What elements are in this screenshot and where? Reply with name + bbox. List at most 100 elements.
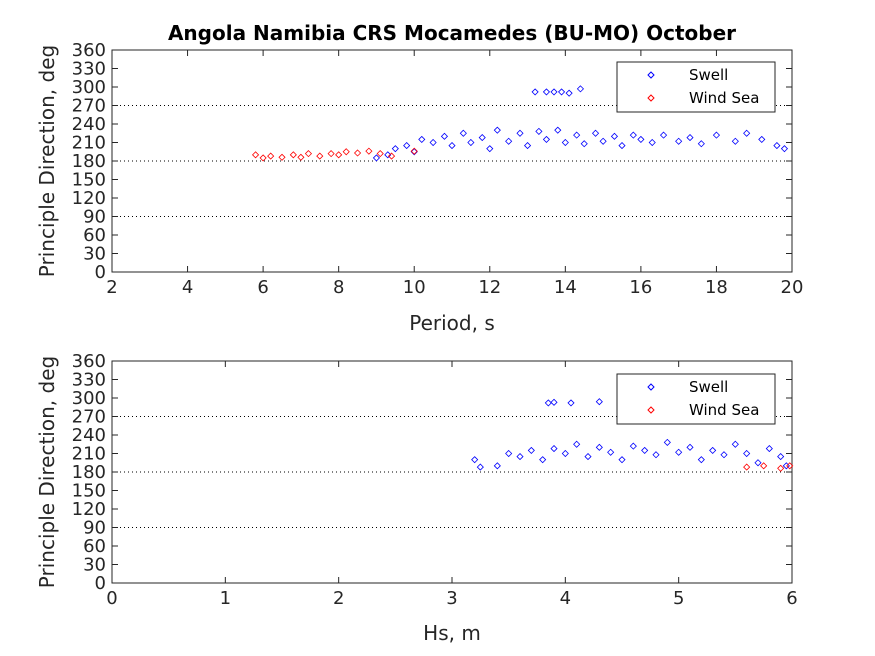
swell-point bbox=[610, 132, 619, 140]
wind-sea-point bbox=[760, 462, 768, 470]
hs-scatter-panel: 0 1 2 3 4 5 6 03060901201501802102402703003303… bbox=[35, 351, 798, 645]
x-tick-label: 2 bbox=[333, 588, 344, 609]
swell-point bbox=[629, 131, 637, 139]
y-tick-label: 0 bbox=[95, 262, 106, 283]
y-tick-label: 270 bbox=[72, 96, 106, 117]
swell-point bbox=[697, 456, 705, 464]
swell-point bbox=[780, 145, 789, 153]
swell-point bbox=[618, 142, 626, 150]
x-tick-label: 0 bbox=[106, 588, 117, 609]
legend: Swell Wind Sea bbox=[616, 61, 776, 113]
swell-point bbox=[567, 399, 575, 407]
swell-point bbox=[550, 88, 558, 96]
swell-point bbox=[648, 138, 656, 147]
legend: Swell Wind Sea bbox=[616, 373, 776, 425]
swell-point bbox=[659, 131, 668, 139]
swell-point bbox=[663, 438, 671, 446]
swell-point bbox=[595, 398, 603, 406]
x-tick-label: 8 bbox=[333, 277, 344, 298]
wind-sea-point bbox=[251, 151, 260, 159]
x-tick-label: 16 bbox=[629, 277, 652, 298]
wind-sea-point bbox=[289, 151, 297, 159]
swell-point bbox=[573, 131, 581, 139]
swell-point bbox=[493, 462, 501, 470]
x-axis-ticks: 2 4 6 8 10 12 14 16 18 20 bbox=[106, 50, 803, 298]
swell-point bbox=[758, 135, 766, 143]
swell-point bbox=[618, 456, 626, 464]
swell-point bbox=[584, 453, 592, 461]
swell-point bbox=[467, 138, 475, 147]
swell-point bbox=[448, 142, 456, 150]
swell-point bbox=[576, 85, 585, 93]
swell-point bbox=[573, 440, 581, 448]
swell-point bbox=[527, 446, 535, 454]
swell-point bbox=[743, 129, 751, 137]
y-tick-label: 120 bbox=[72, 188, 106, 209]
y-tick-label: 210 bbox=[72, 133, 106, 154]
swell-point bbox=[773, 142, 781, 150]
swell-point bbox=[391, 145, 399, 153]
swell-point bbox=[542, 88, 551, 96]
swell-point bbox=[531, 88, 539, 96]
swell-point bbox=[403, 142, 411, 150]
wind-sea-point bbox=[267, 152, 275, 160]
swell-point bbox=[535, 127, 543, 135]
wind-sea-point bbox=[376, 150, 384, 158]
swell-point bbox=[471, 456, 479, 464]
swell-point bbox=[599, 137, 607, 145]
wind-sea-point bbox=[327, 150, 335, 158]
swell-point bbox=[550, 398, 558, 406]
x-tick-label: 4 bbox=[560, 588, 571, 609]
swell-point bbox=[516, 129, 524, 137]
swell-point bbox=[523, 142, 532, 150]
y-tick-label: 60 bbox=[83, 536, 106, 557]
y-tick-label: 150 bbox=[72, 170, 106, 191]
swell-point bbox=[505, 137, 513, 145]
wind-sea-point bbox=[259, 154, 267, 162]
swell-point bbox=[675, 448, 683, 456]
wind-sea-point bbox=[365, 147, 373, 155]
y-axis-label: Principle Direction, deg bbox=[35, 356, 59, 588]
y-tick-label: 240 bbox=[72, 114, 106, 135]
y-tick-label: 360 bbox=[72, 40, 106, 61]
swell-point bbox=[554, 126, 562, 134]
x-tick-label: 1 bbox=[220, 588, 231, 609]
swell-point bbox=[384, 151, 392, 159]
swell-point bbox=[550, 445, 558, 453]
swell-point bbox=[782, 462, 790, 470]
y-tick-label: 300 bbox=[72, 77, 106, 98]
legend-wind-sea-marker bbox=[647, 406, 655, 414]
y-tick-label: 30 bbox=[83, 244, 106, 265]
legend-wind-sea-label: Wind Sea bbox=[689, 89, 759, 107]
swell-point bbox=[478, 134, 486, 142]
swell-point bbox=[486, 145, 494, 153]
period-scatter-panel: 2 4 6 8 10 12 14 16 18 20 03060901201501802102402… bbox=[35, 40, 803, 335]
wind-sea-point bbox=[335, 151, 343, 159]
legend-box bbox=[616, 61, 776, 113]
wind-sea-point bbox=[777, 464, 785, 472]
x-tick-label: 5 bbox=[673, 588, 684, 609]
legend-swell-label: Swell bbox=[689, 378, 728, 396]
swell-point bbox=[686, 443, 694, 451]
swell-point bbox=[754, 459, 762, 467]
swell-point bbox=[629, 442, 637, 450]
swell-point bbox=[712, 131, 721, 139]
y-tick-label: 360 bbox=[72, 351, 106, 372]
legend-box bbox=[616, 373, 776, 425]
reference-lines bbox=[112, 105, 792, 217]
data-points bbox=[471, 398, 794, 472]
legend-swell-marker bbox=[647, 71, 655, 79]
swell-point bbox=[544, 399, 552, 407]
swell-point bbox=[459, 129, 467, 137]
x-tick-label: 6 bbox=[257, 277, 268, 298]
y-tick-label: 330 bbox=[72, 370, 106, 391]
y-tick-label: 30 bbox=[83, 555, 106, 576]
y-tick-label: 330 bbox=[72, 59, 106, 80]
x-axis-ticks: 0 1 2 3 4 5 6 bbox=[106, 361, 798, 609]
y-tick-label: 180 bbox=[72, 462, 106, 483]
swell-point bbox=[607, 448, 615, 456]
y-tick-label: 150 bbox=[72, 481, 106, 502]
swell-point bbox=[561, 449, 569, 458]
